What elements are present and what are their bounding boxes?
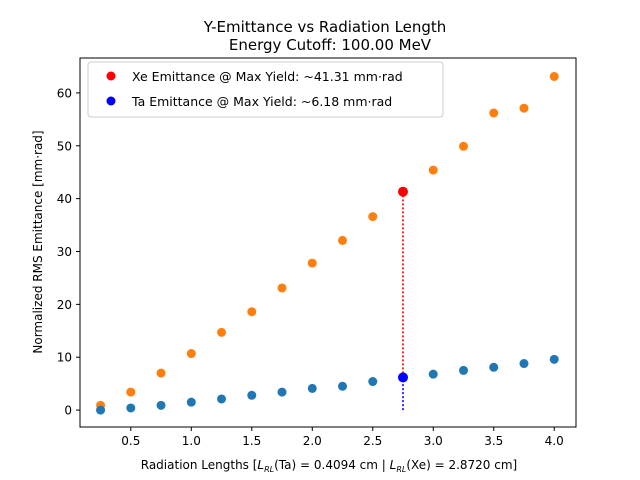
y-tick-label: 60 (57, 86, 72, 100)
legend: Xe Emittance @ Max Yield: ~41.31 mm·rad … (87, 61, 444, 118)
x-tick-label: 3.5 (484, 434, 503, 448)
axis-ticks: 0.5 1.0 1.5 2.0 2.5 3.0 3.5 4.0 0 10 20 30 40 50 60 (57, 86, 564, 448)
point-xe (307, 258, 317, 268)
legend-marker-xe (106, 71, 116, 81)
highlight-point-1 (398, 372, 409, 383)
x-tick-label: 2.0 (303, 434, 322, 448)
point-ta (186, 397, 196, 407)
point-xe (247, 307, 257, 317)
point-ta (307, 383, 317, 393)
point-ta (458, 365, 468, 375)
y-tick-label: 30 (57, 245, 72, 259)
axes-frame (79, 57, 577, 428)
plot-marks (96, 72, 559, 415)
point-ta (368, 377, 378, 387)
x-axis-label-xe-value: (Xe) = 2.8720 cm] (406, 458, 517, 472)
x-axis-label: Radiation Lengths [LRL(Ta) = 0.4094 cm |… (141, 458, 517, 474)
legend-box (87, 61, 444, 118)
y-tick-label: 40 (57, 192, 72, 206)
point-xe (519, 103, 529, 113)
point-ta (217, 394, 227, 404)
point-xe (126, 387, 136, 397)
y-tick-label: 10 (57, 351, 72, 365)
y-tick-label: 20 (57, 298, 72, 312)
point-ta (126, 403, 136, 413)
y-axis-label: Normalized RMS Emittance [mm·rad] (31, 130, 45, 353)
x-tick-label: 3.0 (424, 434, 443, 448)
point-ta (338, 381, 348, 391)
x-axis-label-xe-symbol: L (390, 458, 397, 472)
point-xe (549, 72, 559, 82)
y-tick-label: 50 (57, 139, 72, 153)
point-ta (549, 354, 559, 364)
chart-title: Y-Emittance vs Radiation Length (203, 18, 447, 36)
point-ta (489, 362, 499, 372)
point-xe (186, 349, 196, 359)
point-xe (338, 235, 348, 245)
x-axis-label-ta-symbol: L (257, 458, 264, 472)
point-xe (428, 165, 438, 175)
point-xe (156, 368, 166, 378)
point-ta (277, 387, 287, 397)
point-ta (96, 405, 106, 415)
point-ta (428, 369, 438, 379)
point-xe (217, 327, 227, 337)
legend-label-ta: Ta Emittance @ Max Yield: ~6.18 mm·rad (131, 94, 392, 109)
point-xe (368, 212, 378, 222)
chart-subtitle: Energy Cutoff: 100.00 MeV (229, 36, 432, 54)
x-tick-label: 4.0 (545, 434, 564, 448)
x-tick-label: 0.5 (121, 434, 140, 448)
point-xe (489, 108, 499, 118)
x-axis-label-prefix: Radiation Lengths [ (141, 458, 258, 472)
point-ta (156, 400, 166, 410)
x-axis-label-ta-subscript: RL (264, 465, 274, 474)
point-ta (247, 390, 257, 400)
x-tick-label: 1.0 (182, 434, 201, 448)
point-ta (519, 359, 529, 369)
highlight-point-0 (398, 186, 409, 197)
x-tick-label: 1.5 (242, 434, 261, 448)
point-xe (458, 141, 468, 151)
x-axis-label-xe-subscript: RL (396, 465, 406, 474)
legend-label-xe: Xe Emittance @ Max Yield: ~41.31 mm·rad (132, 69, 403, 84)
y-tick-label: 0 (64, 404, 72, 418)
x-tick-label: 2.5 (363, 434, 382, 448)
point-xe (277, 283, 287, 293)
legend-marker-ta (106, 96, 116, 106)
x-axis-label-ta-value: (Ta) = 0.4094 cm | (274, 458, 390, 472)
